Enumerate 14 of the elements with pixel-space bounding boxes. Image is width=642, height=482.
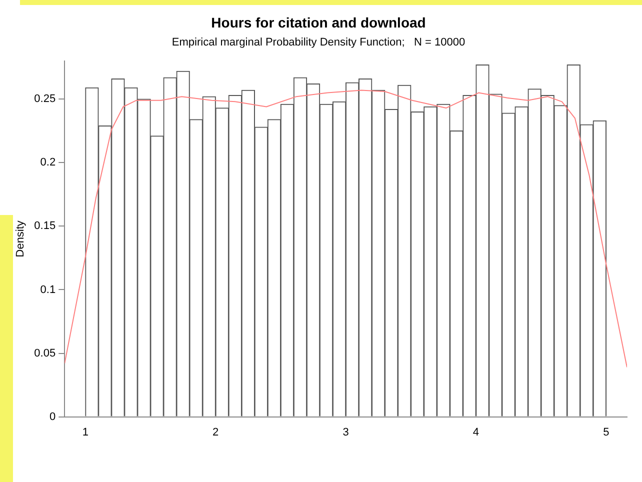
x-tick-label: 3 xyxy=(342,426,349,438)
y-tick-label: 0.05 xyxy=(34,347,56,360)
y-tick-label: 0.15 xyxy=(34,220,56,232)
x-tick-label: 4 xyxy=(472,426,480,438)
y-tick-label: 0.1 xyxy=(40,284,56,296)
chart-subtitle: Empirical marginal Probability Density Function; N = 10000 xyxy=(172,36,466,48)
x-tick-label: 5 xyxy=(603,426,610,438)
x-tick-label: 2 xyxy=(212,426,219,438)
y-tick-label: 0.25 xyxy=(34,93,56,106)
chart-title: Hours for citation and download xyxy=(211,14,426,30)
y-tick-label: 0.2 xyxy=(40,156,56,169)
x-tick-label: 1 xyxy=(82,426,88,438)
y-axis-title: Density xyxy=(14,220,27,258)
y-tick-label: 0 xyxy=(49,410,56,423)
